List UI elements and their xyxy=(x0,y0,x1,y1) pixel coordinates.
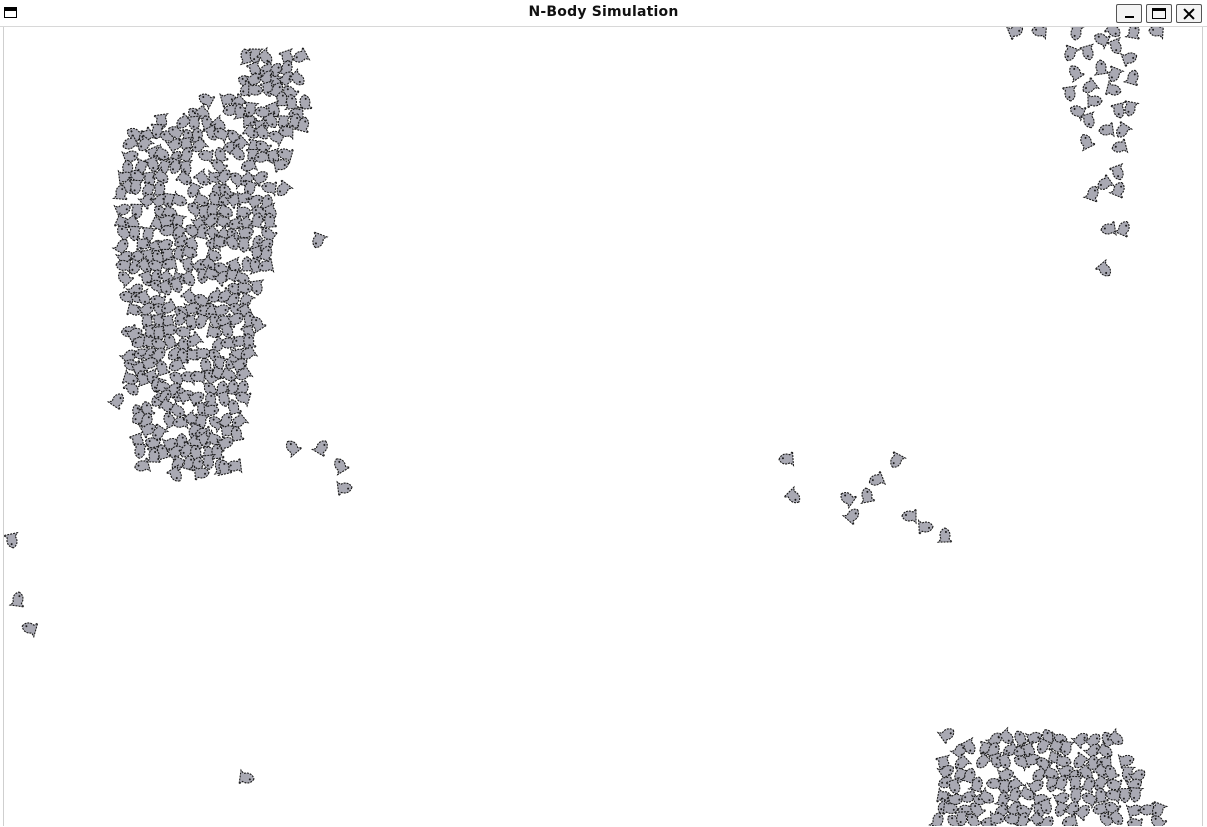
body-sprite xyxy=(336,479,354,497)
body-sprite xyxy=(1120,48,1140,68)
bodies-layer xyxy=(4,27,1168,826)
body-sprite xyxy=(1091,29,1111,49)
body-sprite xyxy=(1067,787,1084,804)
body-sprite xyxy=(1078,43,1098,63)
body-sprite xyxy=(1030,27,1048,40)
body-sprite xyxy=(836,487,858,509)
body-sprite xyxy=(165,464,187,486)
body-sprite xyxy=(986,775,1002,792)
body-sprite xyxy=(4,532,21,550)
body-sprite xyxy=(1099,220,1117,238)
body-sprite xyxy=(1138,801,1155,819)
window-menu-icon[interactable] xyxy=(4,7,17,18)
body-sprite xyxy=(842,504,864,526)
body-sprite xyxy=(289,46,310,67)
body-sprite xyxy=(1092,58,1110,76)
body-sprite xyxy=(1106,37,1126,57)
body-sprite xyxy=(1087,93,1103,109)
body-sprite xyxy=(1094,259,1116,281)
simulation-canvas[interactable] xyxy=(3,27,1203,826)
body-sprite xyxy=(1076,131,1096,151)
body-sprite xyxy=(1060,44,1080,64)
body-sprite xyxy=(1064,61,1086,83)
body-sprite xyxy=(1125,27,1143,40)
body-sprite xyxy=(1114,218,1134,238)
body-sprite xyxy=(1111,120,1133,142)
body-sprite xyxy=(971,751,993,773)
body-sprite xyxy=(281,436,303,458)
minimize-button[interactable] xyxy=(1116,4,1142,23)
body-sprite xyxy=(1097,121,1115,139)
body-sprite xyxy=(248,279,266,297)
body-sprite xyxy=(1104,80,1124,100)
body-sprite xyxy=(132,456,151,475)
body-sprite xyxy=(1006,27,1026,41)
body-sprite xyxy=(113,199,134,220)
body-sprite xyxy=(1118,751,1136,770)
body-sprite xyxy=(1104,65,1124,85)
body-sprite xyxy=(19,618,39,638)
title-bar[interactable]: N-Body Simulation xyxy=(0,0,1207,27)
body-sprite xyxy=(1109,179,1129,199)
body-sprite xyxy=(9,590,27,608)
body-sprite xyxy=(918,519,934,535)
body-sprite xyxy=(195,89,216,110)
close-button[interactable] xyxy=(1176,4,1202,23)
body-sprite xyxy=(308,231,328,251)
body-sprite xyxy=(783,486,805,508)
body-sprite xyxy=(296,93,313,110)
body-sprite xyxy=(107,389,129,411)
body-sprite xyxy=(937,527,953,543)
body-sprite xyxy=(1117,787,1133,804)
body-sprite xyxy=(866,470,886,490)
body-sprite xyxy=(777,450,795,468)
body-sprite xyxy=(238,769,256,787)
body-sprite xyxy=(236,237,252,253)
maximize-button[interactable] xyxy=(1146,4,1172,23)
body-sprite xyxy=(937,723,958,745)
body-sprite xyxy=(901,508,917,524)
body-sprite xyxy=(1123,67,1143,87)
window-title: N-Body Simulation xyxy=(528,4,679,20)
body-sprite xyxy=(1067,27,1085,42)
body-sprite xyxy=(858,486,876,504)
body-sprite xyxy=(885,450,907,472)
body-sprite xyxy=(1078,788,1099,809)
body-sprite xyxy=(1061,85,1079,103)
body-sprite xyxy=(1147,27,1165,40)
body-sprite xyxy=(311,436,333,458)
body-sprite xyxy=(1109,137,1129,157)
body-sprite xyxy=(1108,163,1128,183)
body-sprite xyxy=(1078,76,1100,98)
body-sprite xyxy=(1125,815,1144,826)
body-sprite xyxy=(329,454,351,476)
